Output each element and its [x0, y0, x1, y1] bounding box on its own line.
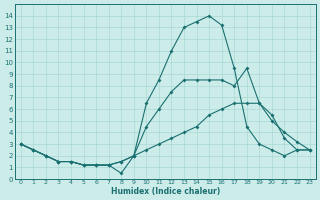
X-axis label: Humidex (Indice chaleur): Humidex (Indice chaleur) [111, 187, 220, 196]
